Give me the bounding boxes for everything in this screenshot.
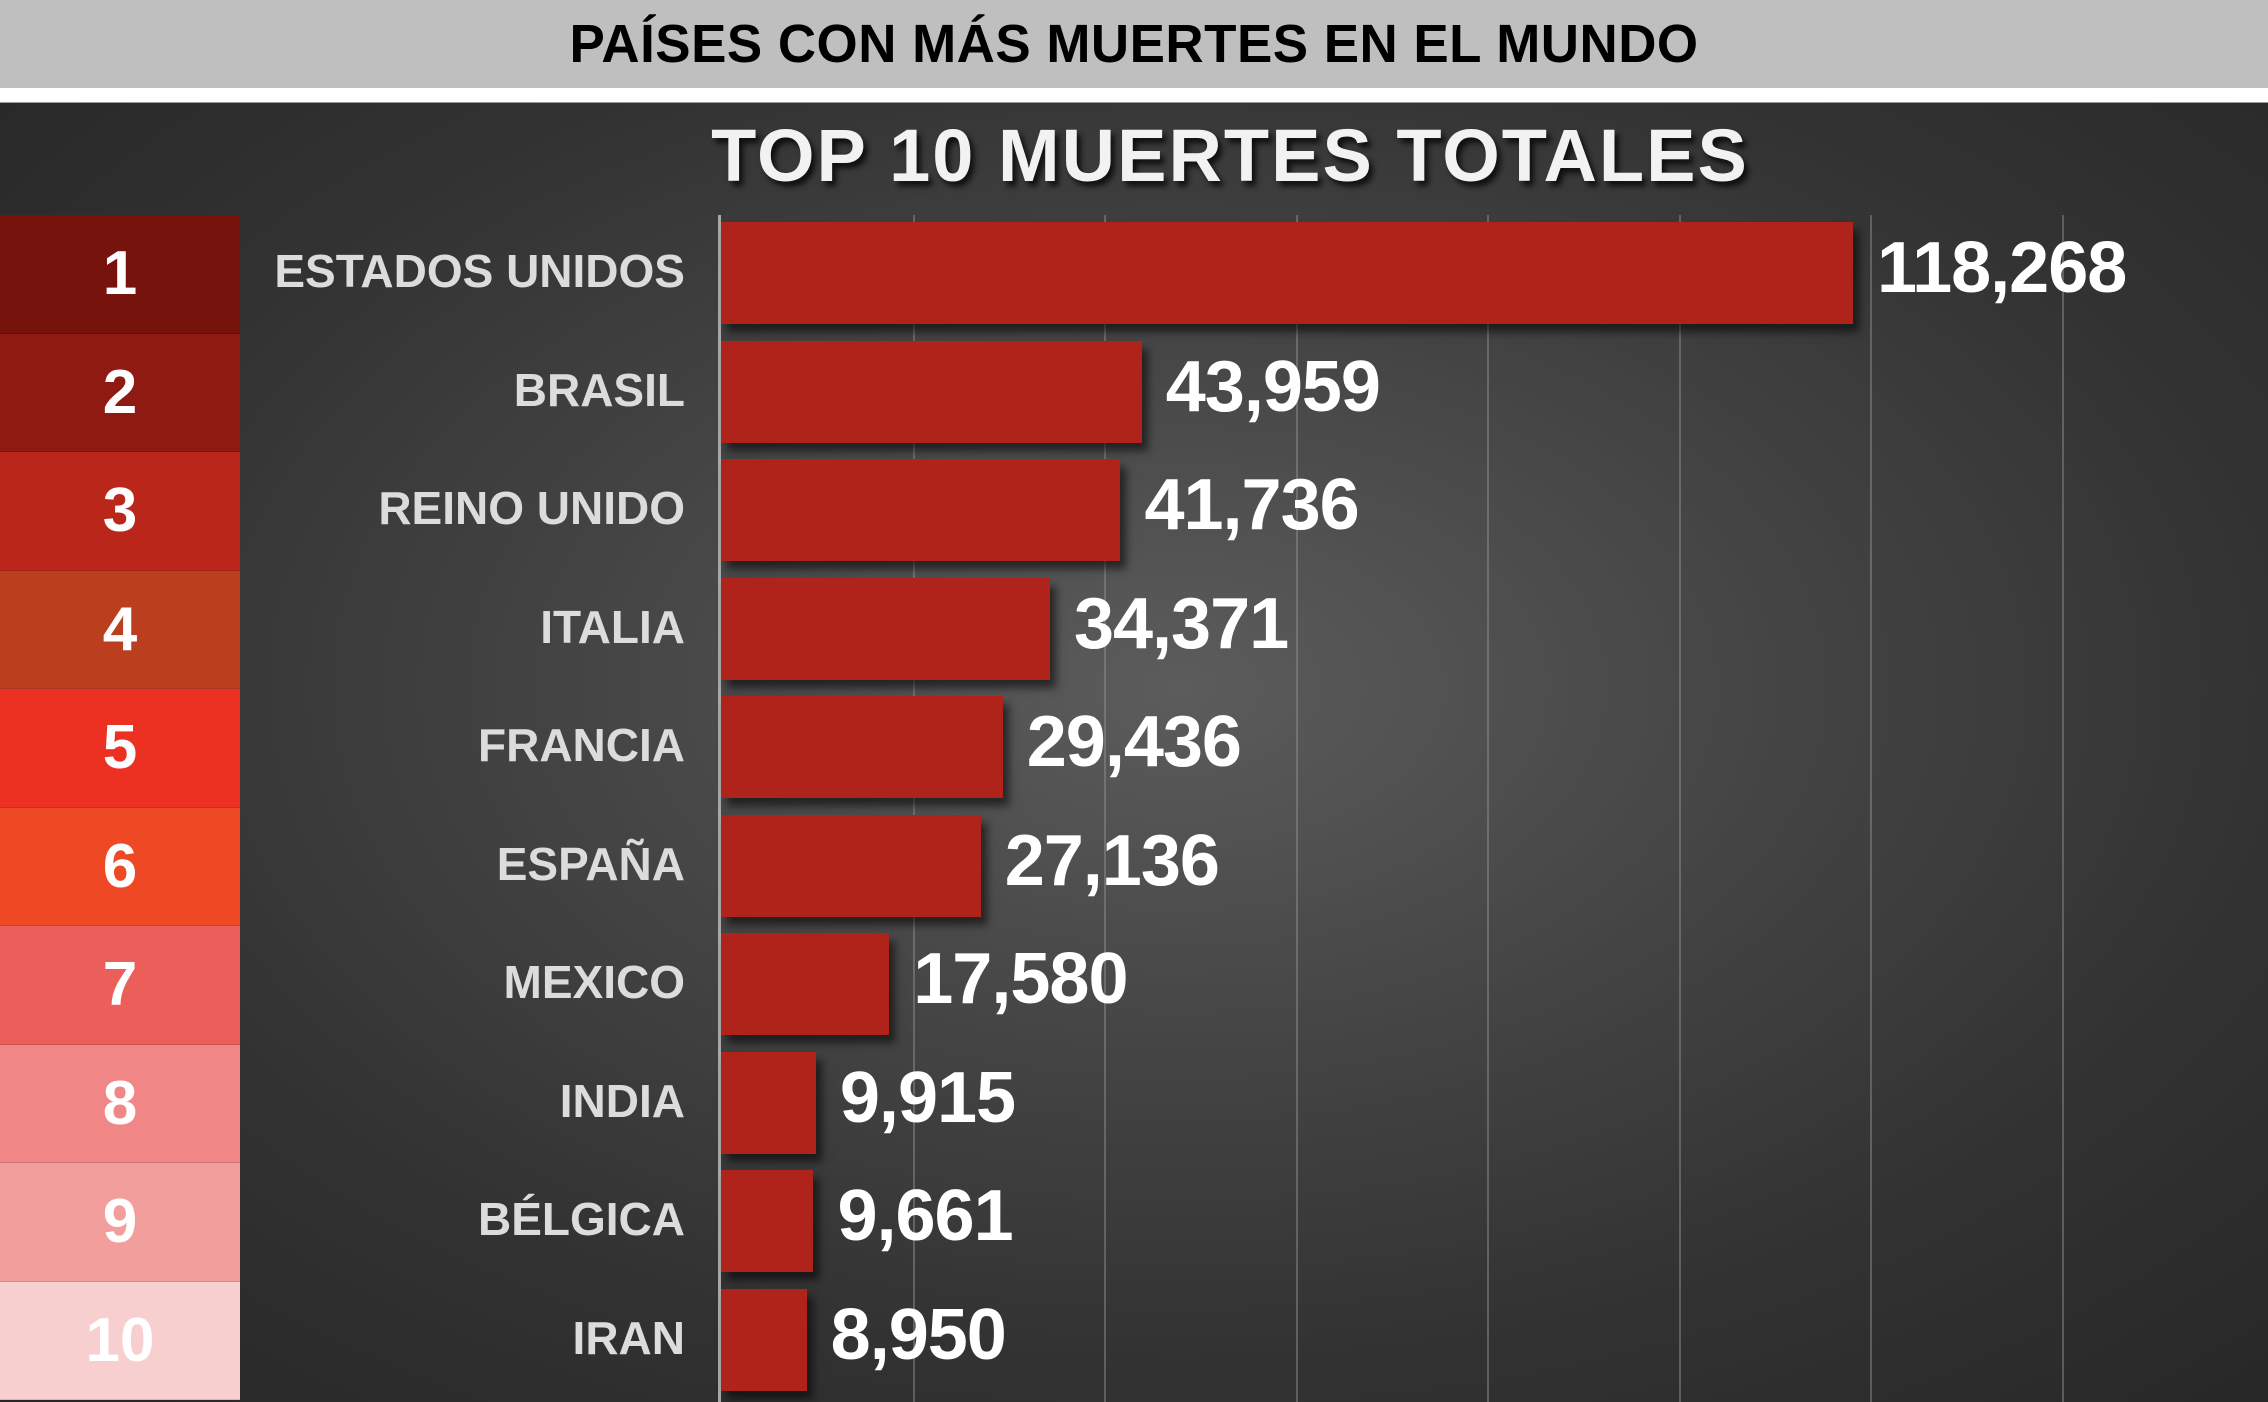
rank-badge: 9 [0, 1163, 240, 1282]
data-bar [721, 577, 1050, 680]
data-bar [721, 459, 1121, 561]
category-label: ESPAÑA [496, 837, 685, 890]
gridline [2061, 215, 2064, 1402]
data-bar [721, 1170, 814, 1272]
value-label: 118,268 [1877, 228, 2127, 308]
value-label: 43,959 [1165, 346, 1381, 427]
page-title: PAÍSES CON MÁS MUERTES EN EL MUNDO [569, 14, 1699, 74]
rank-badge: 1 [0, 215, 240, 334]
value-label: 41,736 [1144, 465, 1359, 545]
y-axis-line [718, 215, 721, 1402]
rank-badge: 6 [0, 807, 240, 926]
value-label: 9,915 [839, 1057, 1016, 1138]
category-label: IRAN [572, 1311, 685, 1364]
rank-column: 1 2 3 4 5 6 7 8 9 10 [0, 215, 240, 1400]
gridline [1678, 215, 1681, 1402]
rank-badge: 3 [0, 452, 240, 571]
category-label: ESTADOS UNIDOS [274, 245, 685, 298]
gridline [1295, 215, 1298, 1402]
category-label: FRANCIA [478, 719, 685, 772]
value-label: 34,371 [1073, 583, 1289, 664]
category-labels: ESTADOS UNIDOS BRASIL REINO UNIDO ITALIA FRA… [240, 215, 685, 1400]
chart-panel: TOP 10 MUERTES TOTALES 1 2 3 4 5 6 7 8 9 10 ESTAD… [0, 103, 2268, 1402]
category-label: REINO UNIDO [378, 482, 685, 535]
data-bar [721, 696, 1003, 798]
gridline [1870, 215, 1872, 1402]
category-label: ITALIA [540, 600, 685, 653]
data-bar [721, 1288, 807, 1391]
rank-badge: 10 [0, 1281, 240, 1400]
category-label: BÉLGICA [478, 1193, 685, 1246]
rank-badge: 4 [0, 570, 240, 689]
value-label: 29,436 [1026, 702, 1242, 782]
data-bar [721, 814, 981, 917]
chart-title: TOP 10 MUERTES TOTALES [711, 114, 1749, 197]
rank-badge: 8 [0, 1044, 240, 1163]
gridline [1104, 215, 1106, 1402]
category-label: INDIA [559, 1074, 685, 1127]
value-label: 17,580 [913, 939, 1128, 1019]
data-bar [721, 340, 1142, 443]
value-label: 27,136 [1004, 820, 1220, 901]
rank-badge: 7 [0, 926, 240, 1045]
page-header: PAÍSES CON MÁS MUERTES EN EL MUNDO [0, 0, 2268, 88]
category-label: BRASIL [513, 363, 685, 416]
rank-badge: 5 [0, 689, 240, 808]
data-bar [721, 933, 890, 1035]
header-divider [0, 88, 2268, 104]
gridline [912, 215, 915, 1402]
plot-area: 118,268 43,959 41,736 34,371 29,436 27,136 17,… [718, 215, 2268, 1402]
value-label: 9,661 [837, 1176, 1013, 1256]
data-bar [721, 1051, 816, 1154]
data-bar [721, 222, 1853, 324]
category-label: MEXICO [503, 956, 685, 1009]
value-label: 8,950 [830, 1294, 1007, 1375]
rank-badge: 2 [0, 333, 240, 452]
gridline [1487, 215, 1489, 1402]
